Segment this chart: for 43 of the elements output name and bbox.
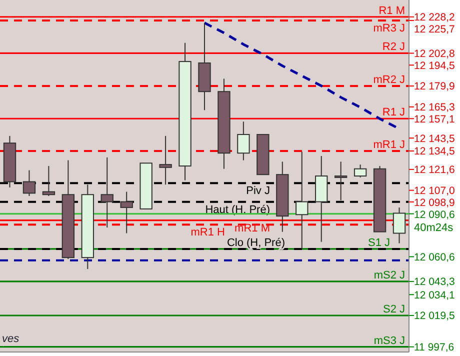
y-tick-label: 12 121,6 (414, 164, 456, 176)
candlestick (120, 191, 133, 234)
candlestick (159, 135, 172, 186)
y-tick-label: 12 034,1 (414, 289, 456, 302)
candlestick (354, 164, 367, 178)
ref-line-label: R2 J (382, 41, 405, 54)
y-tick-label: 12 098,9 (414, 196, 456, 209)
ref-line-label: mR3 J (373, 22, 405, 34)
y-tick-label: 12 143,5 (414, 132, 456, 145)
y-tick-label: 12 194,5 (414, 60, 456, 72)
ref-line-label: mS3 J (374, 334, 405, 347)
y-tick-label: 12 228,2 (414, 12, 456, 24)
ref-line-label: mR1 J (373, 138, 405, 151)
candlestick (237, 121, 250, 161)
y-tick-label: 12 019,5 (414, 310, 456, 322)
y-tick-label: 12 043,3 (414, 276, 456, 288)
ref-line-label: mS2 J (374, 269, 405, 282)
ref-line-label: mR2 J (373, 74, 405, 86)
y-tick-label: 12 202,8 (414, 48, 456, 60)
candlestick (42, 165, 56, 197)
ref-line-label: R1 M (378, 4, 405, 17)
text: 40m24s (414, 222, 454, 234)
y-tick-label: 12 225,7 (414, 24, 456, 36)
y-tick-label: 12 157,1 (414, 114, 456, 126)
y-tick-label: 12 107,0 (414, 184, 456, 197)
candlestick (392, 206, 406, 244)
candlestick (22, 170, 36, 197)
y-tick-label: 11 997,6 (414, 342, 454, 354)
y-tick-label: 12 165,3 (414, 102, 456, 114)
ref-line-label: S1 J (368, 236, 390, 249)
candlestick (296, 151, 308, 250)
y-tick-label: 12 060,6 (414, 251, 456, 264)
annotation: ves (2, 333, 20, 345)
y-tick-label: 12 179,9 (414, 80, 456, 93)
ref-line-label: mR1 H (190, 226, 226, 239)
ref-line-label: R1 J (382, 106, 405, 119)
ref-line-label: Clo (H, Pré) (226, 236, 285, 249)
candlestick (100, 156, 114, 228)
y-tick-label: 12 090,6 (414, 208, 456, 221)
candlestick (334, 161, 348, 201)
y-tick-label: 12 134,5 (414, 146, 456, 158)
ref-line-label: Piv J (246, 185, 270, 198)
ref-line-label: S2 J (382, 304, 405, 316)
